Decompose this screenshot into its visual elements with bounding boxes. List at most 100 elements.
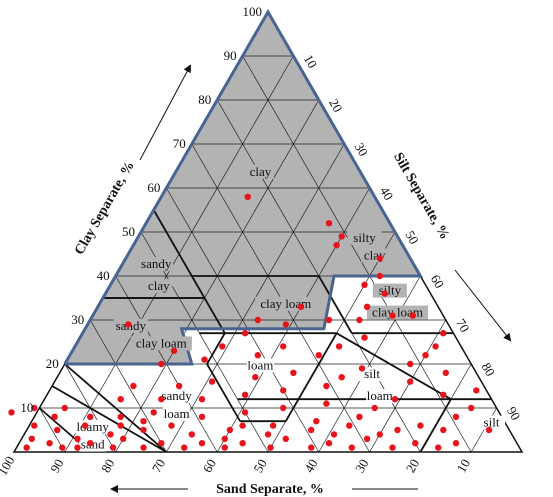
sample-point — [325, 316, 333, 324]
sample-point — [150, 409, 157, 416]
class-label-bg — [163, 406, 191, 421]
clay-tick-label: 40 — [97, 268, 110, 283]
sample-point — [181, 444, 188, 451]
sample-point — [74, 435, 81, 442]
sample-point — [241, 330, 249, 337]
class-boundary — [51, 385, 167, 453]
sample-point — [407, 378, 414, 385]
sample-point — [338, 233, 345, 240]
sample-point — [442, 369, 449, 376]
sample-point — [170, 347, 178, 354]
sample-point — [452, 440, 460, 447]
sample-point — [221, 444, 228, 451]
sample-point — [361, 334, 368, 341]
clay-tick-label: 20 — [46, 356, 59, 371]
sample-point — [330, 431, 338, 438]
class-label-bg — [145, 279, 173, 294]
sample-point — [356, 413, 363, 420]
silt-tick-label: 60 — [428, 272, 447, 291]
sample-point — [267, 444, 274, 451]
grid-line — [369, 319, 447, 453]
sample-point — [452, 413, 460, 420]
sample-point — [335, 343, 343, 350]
class-boundary — [285, 332, 338, 422]
clay-tick-label: 10 — [20, 400, 33, 415]
sample-point — [158, 360, 165, 368]
class-label-bg — [358, 367, 386, 382]
sample-point — [422, 352, 429, 359]
silt-tick-label: 80 — [479, 360, 498, 379]
sample-point — [323, 382, 330, 390]
silt-tick-label: 70 — [453, 316, 472, 335]
class-label-bg — [347, 230, 382, 245]
sample-point — [198, 396, 206, 403]
sand-tick-label: 60 — [200, 456, 219, 475]
class-boundary — [191, 275, 206, 299]
sample-point — [87, 440, 94, 447]
sample-point — [323, 400, 330, 407]
clay-axis-title: Clay Separate, % — [72, 159, 138, 258]
sample-point — [376, 272, 383, 280]
sand-tick-label: 20 — [403, 456, 422, 475]
class-label-bg — [246, 358, 274, 373]
sample-point — [31, 422, 38, 429]
class-label-bg — [139, 257, 174, 272]
class-boundary — [206, 363, 241, 422]
sample-point — [158, 396, 165, 403]
grid-line — [242, 55, 472, 453]
sample-point — [361, 281, 368, 288]
silt-tick-label: 30 — [352, 140, 371, 159]
grid-line — [318, 275, 421, 453]
sample-point — [363, 303, 371, 310]
sample-point — [389, 444, 396, 451]
class-boundary — [152, 209, 193, 277]
clay-tick-label: 50 — [122, 224, 135, 239]
sample-point — [241, 391, 249, 398]
class-label: silt — [364, 366, 380, 381]
silt-tick-label: 10 — [301, 52, 320, 71]
clay-tick-label: 60 — [147, 180, 160, 195]
sample-point — [440, 391, 447, 398]
sample-point — [371, 404, 378, 412]
class-label-bg — [159, 389, 194, 404]
sample-point — [280, 343, 287, 350]
sample-point — [51, 413, 58, 420]
sample-point — [117, 422, 124, 429]
sample-point — [244, 193, 251, 200]
sample-point — [315, 352, 322, 359]
sample-point — [313, 418, 320, 425]
sample-point — [109, 444, 117, 451]
class-label-bg — [366, 389, 394, 404]
sample-point — [363, 435, 371, 442]
sand-tick-label: 80 — [98, 456, 117, 475]
sample-point — [221, 435, 228, 442]
silt-tick-label: 50 — [402, 228, 421, 247]
sample-point — [282, 321, 289, 328]
class-label: clay — [148, 278, 170, 293]
sample-point — [435, 444, 442, 451]
sample-point — [239, 440, 246, 447]
sample-point — [219, 343, 226, 350]
sample-point — [391, 396, 399, 403]
class-label: clay loam — [136, 335, 187, 350]
sample-point — [376, 255, 383, 262]
grid-line — [89, 319, 167, 453]
clay-tick-label: 80 — [198, 92, 211, 107]
sand-tick-label: 70 — [149, 456, 168, 475]
grid-line — [39, 407, 66, 453]
class-label-bg — [130, 336, 192, 351]
class-label: silt — [484, 415, 500, 430]
sample-point — [107, 431, 114, 438]
sample-point — [8, 409, 15, 416]
sample-point — [201, 356, 208, 363]
silt-tick-label: 90 — [504, 404, 523, 423]
sample-point — [23, 444, 30, 451]
sample-point — [74, 444, 81, 451]
sample-point — [31, 404, 38, 412]
sample-point — [226, 426, 234, 434]
sample-point — [280, 404, 287, 412]
sample-point — [381, 290, 388, 297]
sample-point — [175, 382, 183, 390]
sample-point — [407, 360, 414, 368]
